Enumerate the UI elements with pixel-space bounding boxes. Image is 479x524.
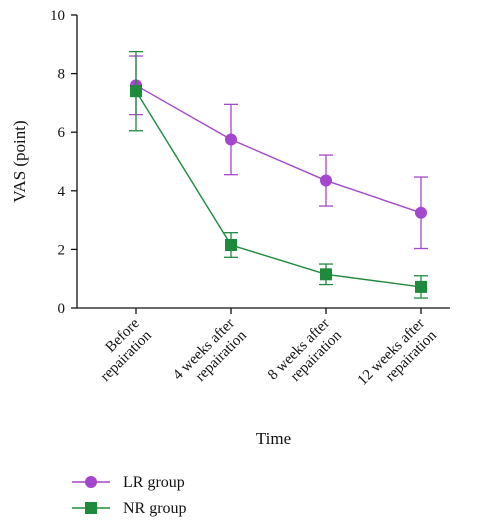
y-tick-label: 0	[58, 301, 66, 317]
series-line	[135, 90, 422, 288]
y-tick-label: 4	[58, 184, 66, 200]
series-2	[129, 50, 428, 299]
legend: LR group NR group	[72, 474, 187, 517]
legend-label: NR group	[123, 500, 187, 517]
chart-marks	[129, 50, 428, 299]
data-point	[225, 239, 237, 252]
data-point	[320, 174, 332, 187]
legend-item: LR group	[72, 474, 185, 491]
data-point	[415, 280, 427, 293]
series-line	[135, 84, 422, 214]
data-point	[415, 206, 427, 219]
legend-marker	[85, 476, 97, 488]
data-point	[225, 133, 237, 146]
x-tick-label: 12 weeks afterrepairation	[355, 315, 441, 401]
legend-item: NR group	[72, 500, 187, 517]
x-tick-label: 4 weeks afterrepairation	[170, 315, 250, 395]
x-tick-label: Beforerepairation	[86, 315, 156, 385]
axes: 0 2 4 6 8 10	[50, 8, 450, 317]
legend-label: LR group	[123, 474, 185, 491]
data-point	[320, 268, 332, 281]
y-tick-label: 6	[58, 125, 66, 141]
y-tick-label: 8	[58, 67, 66, 83]
x-tick-label: 8 weeks afterrepairation	[265, 315, 345, 395]
data-point	[130, 85, 142, 98]
legend-marker	[85, 502, 97, 514]
x-tick-labels: Beforerepairation 4 weeks afterrepairatio…	[86, 315, 441, 401]
y-tick-label: 2	[58, 242, 66, 258]
y-tick-label: 10	[50, 8, 65, 24]
y-axis-label: VAS (point)	[10, 120, 29, 202]
x-axis-label: Time	[256, 429, 291, 448]
